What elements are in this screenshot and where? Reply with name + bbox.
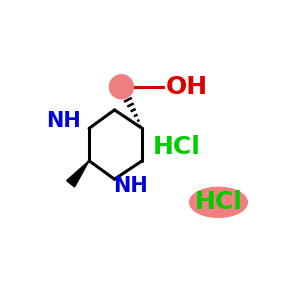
Text: NH: NH [113, 176, 148, 196]
Text: HCl: HCl [194, 190, 242, 214]
Text: OH: OH [165, 75, 207, 99]
Circle shape [110, 75, 134, 99]
Polygon shape [67, 161, 89, 187]
Text: NH: NH [46, 112, 81, 131]
Ellipse shape [190, 187, 247, 217]
Text: HCl: HCl [153, 135, 201, 159]
